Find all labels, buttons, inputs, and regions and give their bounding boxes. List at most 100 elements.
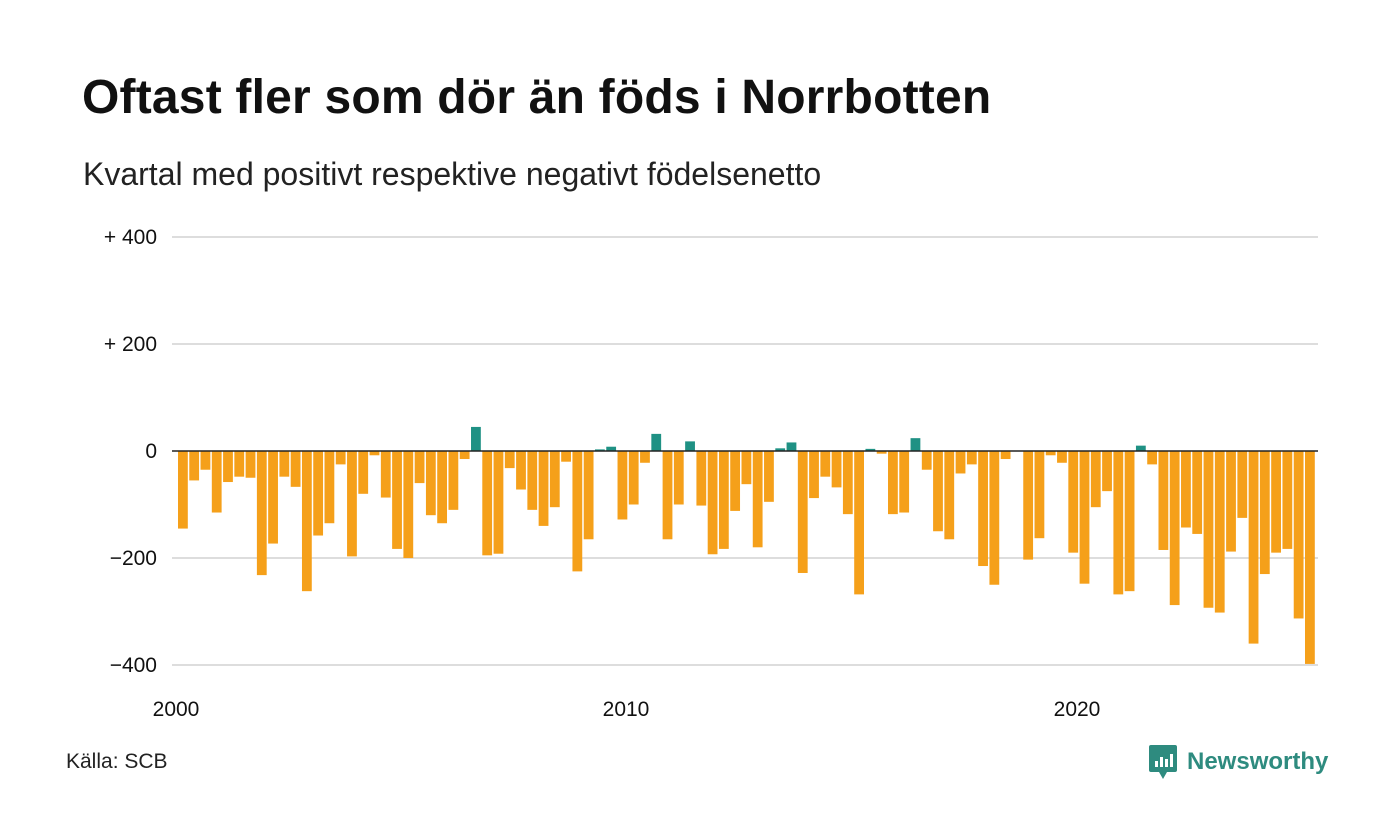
bar-2008K2 <box>549 451 560 508</box>
bar-2012K4 <box>752 451 763 548</box>
bar-2021K1 <box>1124 451 1135 592</box>
chart-title: Oftast fler som dör än föds i Norrbotten <box>82 71 992 124</box>
bar-2010K2 <box>640 451 650 463</box>
bar-2016K1 <box>899 451 910 513</box>
bars <box>178 426 1315 664</box>
bar-2023K3 <box>1237 451 1248 518</box>
bar-2006K1 <box>448 451 459 510</box>
bar-2021K3 <box>1147 451 1158 465</box>
source-note: Källa: SCB <box>66 750 168 773</box>
bar-2013K4 <box>797 451 808 573</box>
bar-2002K3 <box>290 451 301 487</box>
bar-2001K4 <box>256 451 267 576</box>
bar-2005K2 <box>414 451 425 484</box>
bar-2017K2 <box>955 451 966 474</box>
bar-2013K3 <box>786 442 797 451</box>
bar-2006K4 <box>482 451 493 556</box>
bar-2002K4 <box>301 451 312 592</box>
y-tick-label: + 200 <box>104 333 157 356</box>
bar-2004K2 <box>369 451 380 456</box>
bar-2014K2 <box>820 451 831 477</box>
bar-2015K1 <box>854 451 864 595</box>
bar-2011K4 <box>707 451 718 555</box>
bar-2002K2 <box>279 451 290 477</box>
bar-2006K2 <box>459 451 470 460</box>
bar-2008K1 <box>538 451 549 526</box>
bar-2013K2 <box>775 448 786 451</box>
x-axis-labels: 2000 2010 2020 <box>153 698 1101 721</box>
bar-2025K1 <box>1305 451 1315 664</box>
bar-2015K2 <box>865 448 876 451</box>
bar-2014K3 <box>831 451 842 488</box>
bar-2007K3 <box>516 451 526 490</box>
bar-2001K2 <box>234 451 245 477</box>
bar-2003K4 <box>347 451 357 557</box>
bar-2020K4 <box>1113 451 1124 595</box>
y-axis-labels: + 400 + 200 0 −200 −400 <box>104 226 157 677</box>
bar-2007K2 <box>504 451 515 469</box>
x-tick-label: 2000 <box>153 698 200 721</box>
brand-logo: Newsworthy <box>1148 744 1328 780</box>
bar-2003K2 <box>324 451 335 524</box>
bar-2019K4 <box>1068 451 1079 553</box>
bar-2000K1 <box>178 451 188 529</box>
bar-2016K2 <box>910 438 921 451</box>
bar-2005K1 <box>403 451 414 558</box>
bar-2011K2 <box>685 441 695 451</box>
bar-2001K3 <box>245 451 256 478</box>
y-tick-label: 0 <box>145 440 157 463</box>
bar-2001K1 <box>223 451 233 483</box>
bar-2009K1 <box>583 451 594 540</box>
bar-chart: + 400 + 200 0 −200 −400 2000 2010 2020 <box>104 226 1318 721</box>
bar-2023K4 <box>1248 451 1259 644</box>
bar-2005K4 <box>437 451 448 524</box>
bar-2012K3 <box>741 451 752 485</box>
bar-2011K3 <box>696 451 707 506</box>
bar-2002K1 <box>268 451 278 544</box>
bar-2010K1 <box>628 451 639 505</box>
bar-2016K4 <box>933 451 943 532</box>
bar-2014K4 <box>842 451 853 515</box>
bar-2015K3 <box>876 451 887 454</box>
bar-2005K3 <box>425 451 436 516</box>
bar-2024K1 <box>1259 451 1270 575</box>
bar-2018K1 <box>989 451 1000 585</box>
bar-2004K1 <box>358 451 369 494</box>
chart-subtitle: Kvartal med positivt respektive negativt… <box>83 156 822 192</box>
bar-2023K1 <box>1214 451 1225 613</box>
bar-2014K1 <box>809 451 819 499</box>
bar-2020K1 <box>1079 451 1090 584</box>
bar-2011K1 <box>673 451 684 505</box>
brand-name: Newsworthy <box>1187 748 1329 775</box>
bar-2021K4 <box>1158 451 1169 550</box>
bar-2016K3 <box>921 451 932 470</box>
bar-2010K3 <box>651 433 662 451</box>
bar-2004K3 <box>380 451 391 498</box>
bar-2019K3 <box>1057 451 1067 463</box>
bar-2017K4 <box>978 451 988 567</box>
bar-2009K3 <box>606 446 617 451</box>
y-tick-label: −200 <box>110 547 157 570</box>
bar-2022K3 <box>1192 451 1203 534</box>
bar-2022K4 <box>1203 451 1214 608</box>
bar-2022K2 <box>1181 451 1191 528</box>
newsworthy-logo-icon <box>1149 745 1177 779</box>
x-tick-label: 2020 <box>1054 698 1101 721</box>
bar-2000K4 <box>211 451 222 513</box>
bar-2023K2 <box>1226 451 1236 552</box>
bar-2003K1 <box>313 451 324 536</box>
bar-2021K2 <box>1135 445 1146 451</box>
bar-2000K2 <box>189 451 200 481</box>
bar-2017K1 <box>944 451 955 540</box>
bar-2019K2 <box>1045 451 1056 456</box>
bar-2007K4 <box>527 451 538 510</box>
bar-2006K3 <box>471 426 481 452</box>
bar-2019K1 <box>1034 451 1045 539</box>
bar-2012K1 <box>718 451 729 549</box>
x-tick-label: 2010 <box>603 698 650 721</box>
bar-2008K4 <box>572 451 583 572</box>
bar-2022K1 <box>1169 451 1180 606</box>
bar-2013K1 <box>764 451 774 502</box>
bar-2015K4 <box>888 451 898 515</box>
bar-2010K4 <box>662 451 673 540</box>
